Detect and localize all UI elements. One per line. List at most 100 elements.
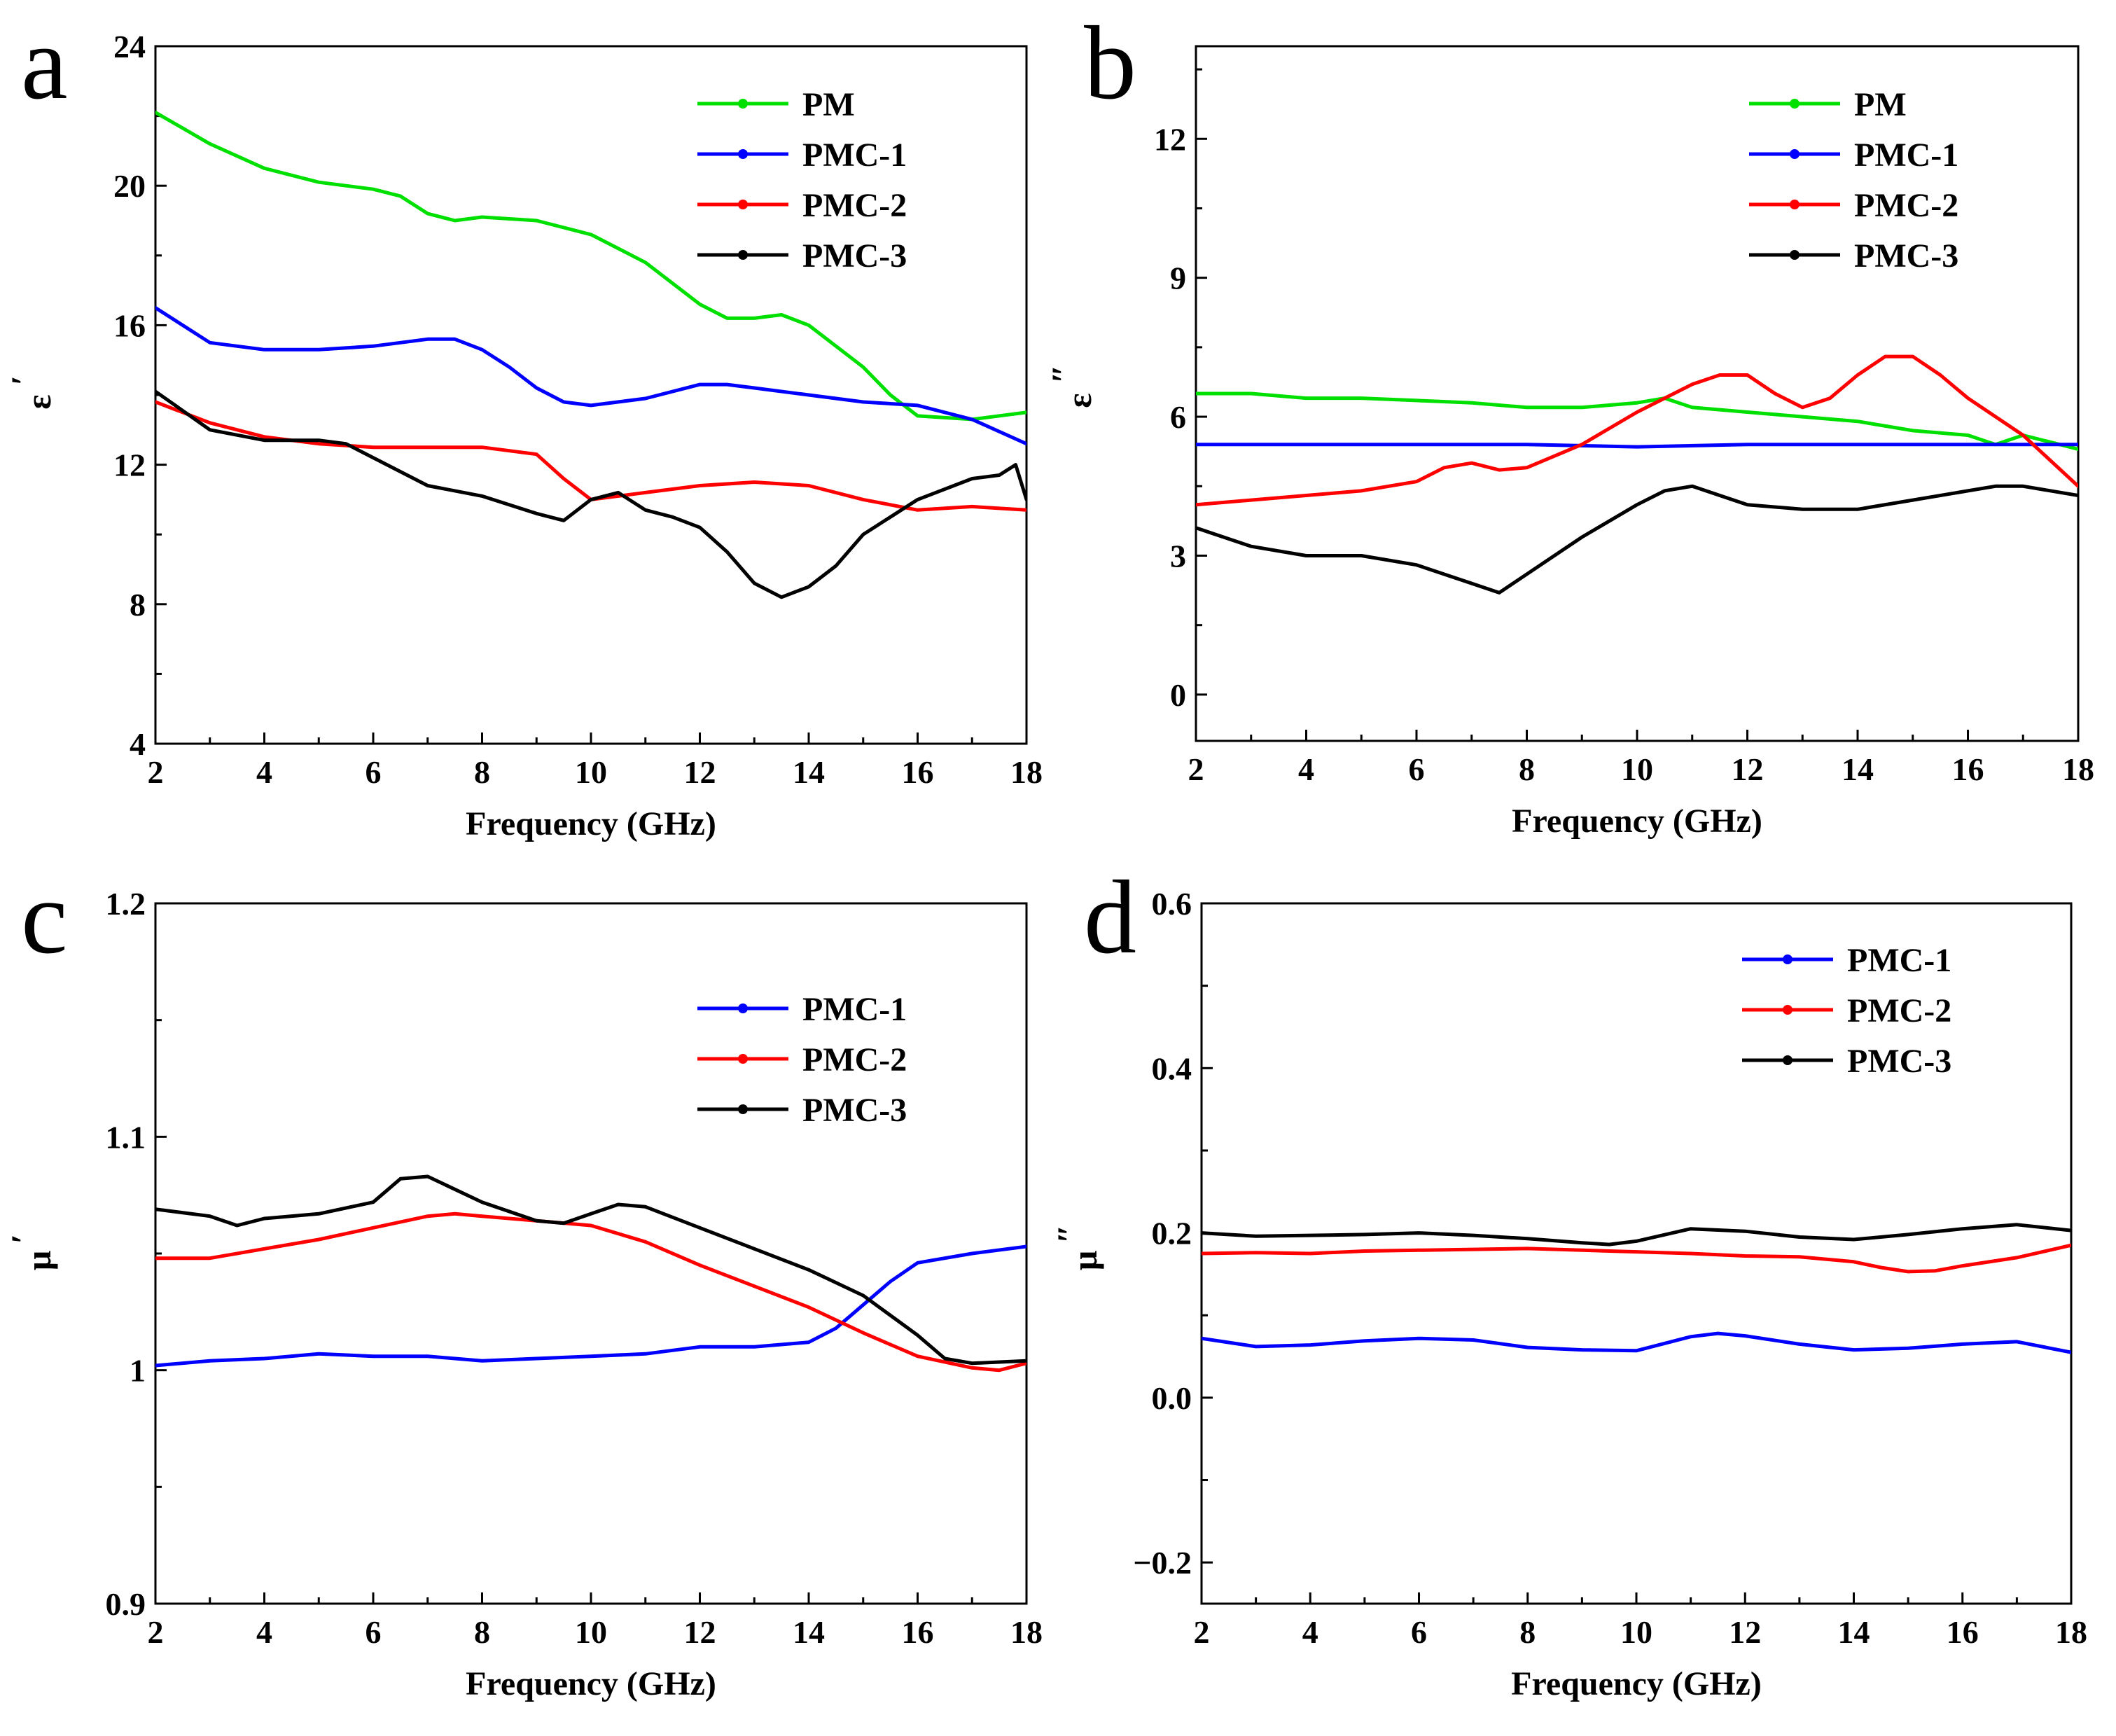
x-tick-label: 10 (1620, 1614, 1652, 1650)
x-tick-label: 16 (902, 1614, 934, 1650)
y-tick-label: 12 (1154, 121, 1186, 157)
x-tick-label: 2 (1188, 751, 1204, 787)
legend-marker (1790, 149, 1800, 159)
x-tick-label: 6 (366, 1614, 382, 1650)
legend-label: PMC-1 (802, 991, 907, 1028)
y-tick-label: 0.0 (1152, 1380, 1192, 1416)
series-group (155, 111, 1026, 599)
legend-label: PMC-2 (1854, 187, 1958, 224)
legend-item: PMC-2 (1749, 187, 1958, 224)
y-axis-prime: ′ (4, 375, 43, 385)
legend-label: PMC-2 (802, 187, 907, 224)
legend-label: PM (1854, 86, 1907, 123)
y-axis-symbol: ε (1059, 393, 1099, 408)
x-tick-label: 4 (1298, 751, 1314, 787)
legend-item: PMC-3 (1742, 1043, 1951, 1080)
x-tick-label: 6 (1411, 1614, 1427, 1650)
y-tick-label: 24 (113, 29, 146, 64)
panel-d: d 2 4 6 8 10 12 14 16 18 −0.2 0.0 0.2 0.4 0.6 Frequency… (1050, 859, 2087, 1702)
y-axis-title: ε″ (1044, 364, 1099, 408)
x-tick-label: 8 (474, 754, 490, 790)
legend-label: PMC-3 (1854, 237, 1958, 275)
y-tick-label: 0.6 (1152, 886, 1192, 922)
series-line-pmc-1 (155, 306, 1026, 446)
series-line-pmc-2 (155, 400, 1026, 512)
series-line-pmc-2 (1202, 1243, 2071, 1274)
legend-marker (738, 1054, 748, 1064)
y-tick-label: 16 (113, 307, 146, 343)
x-tick-label: 2 (148, 754, 164, 790)
x-tick-label: 12 (1729, 1614, 1761, 1650)
legend-label: PMC-3 (1847, 1043, 1951, 1080)
legend-item: PMC-1 (1742, 942, 1951, 979)
x-tick-label: 8 (474, 1614, 490, 1650)
y-axis-symbol: μ (19, 1251, 58, 1270)
x-tick-label: 14 (1838, 1614, 1870, 1650)
series-line-pmc-3 (1196, 484, 2078, 595)
legend-marker (738, 149, 748, 159)
y-tick-label: 4 (130, 726, 146, 762)
y-tick-label: 0 (1170, 677, 1186, 713)
legend-label: PMC-1 (802, 137, 907, 174)
series-line-pmc-3 (1202, 1223, 2071, 1247)
x-tick-label: 16 (1952, 751, 1984, 787)
legend-item: PMC-2 (697, 187, 907, 224)
x-tick-label: 14 (793, 1614, 825, 1650)
y-axis-prime: ″ (1050, 1224, 1089, 1244)
x-axis-title: Frequency (GHz) (466, 1665, 716, 1702)
legend-label: PMC-3 (802, 237, 907, 275)
legend-item: PMC-3 (1749, 237, 1958, 275)
legend-item: PMC-3 (697, 1092, 907, 1129)
x-tick-label: 18 (1010, 754, 1043, 790)
x-axis-title: Frequency (GHz) (466, 805, 716, 842)
x-axis-title: Frequency (GHz) (1512, 803, 1762, 840)
x-tick-label: 2 (148, 1614, 164, 1650)
x-tick-label: 10 (575, 754, 607, 790)
x-tick-label: 10 (575, 1614, 607, 1650)
x-tick-label: 6 (1409, 751, 1425, 787)
panel-c: c 2 4 6 8 10 12 14 16 18 0.9 1 1.1 1.2 Frequency (GHz)… (4, 859, 1043, 1702)
legend-label: PMC-2 (802, 1041, 907, 1078)
legend-marker (1790, 99, 1800, 109)
legend-item: PMC-2 (697, 1041, 907, 1078)
series-group (1196, 354, 2078, 595)
y-tick-label: 12 (113, 447, 146, 483)
x-tick-label: 16 (902, 754, 934, 790)
x-tick-label: 14 (1842, 751, 1874, 787)
x-tick-label: 16 (1947, 1614, 1979, 1650)
y-tick-label: 9 (1170, 261, 1186, 296)
series-line-pm (155, 111, 1026, 422)
x-tick-label: 12 (684, 754, 716, 790)
x-tick-label: 18 (2055, 1614, 2087, 1650)
x-tick-label: 4 (256, 754, 272, 790)
series-line-pmc-3 (155, 389, 1026, 599)
legend-marker (738, 1004, 748, 1013)
legend-marker (738, 99, 748, 109)
y-tick-label: 0.9 (106, 1586, 146, 1622)
x-tick-label: 10 (1621, 751, 1653, 787)
x-tick-label: 8 (1519, 751, 1535, 787)
y-tick-label: 0.2 (1152, 1216, 1192, 1251)
series-line-pmc-3 (155, 1174, 1026, 1366)
legend-label: PM (802, 86, 855, 123)
panel-letter: d (1084, 859, 1136, 975)
legend-label: PMC-1 (1847, 942, 1951, 979)
x-axis-title: Frequency (GHz) (1511, 1665, 1762, 1702)
legend-item: PMC-3 (697, 237, 907, 275)
y-axis-title: μ″ (1050, 1224, 1104, 1270)
x-tick-label: 6 (366, 754, 382, 790)
legend-marker (1783, 1055, 1793, 1065)
y-tick-label: −0.2 (1133, 1545, 1192, 1581)
y-axis-symbol: ε (19, 394, 58, 409)
legend-item: PMC-1 (1749, 137, 1958, 174)
legend-item: PMC-2 (1742, 992, 1951, 1029)
legend-marker (1790, 250, 1800, 260)
y-tick-label: 0.4 (1152, 1050, 1192, 1086)
series-line-pmc-2 (1196, 354, 2078, 507)
y-axis-prime: ′ (4, 1234, 43, 1244)
panel-letter: c (21, 859, 68, 975)
legend-marker (738, 200, 748, 209)
legend-marker (1783, 954, 1793, 964)
